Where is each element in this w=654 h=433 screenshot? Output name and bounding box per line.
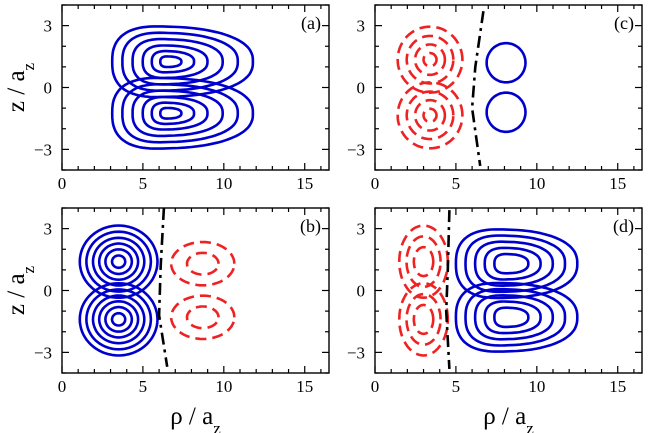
negative-contour-line (405, 235, 442, 289)
negative-contour-line (169, 240, 236, 287)
nodal-line (157, 208, 169, 368)
y-tick-label: 0 (357, 79, 366, 98)
nodal-line (444, 210, 451, 369)
positive-contour-line (97, 242, 140, 281)
positive-contour-line (78, 282, 159, 357)
negative-contour-line (185, 305, 220, 330)
y-tick-label: 0 (44, 79, 53, 98)
positive-contour-line (78, 224, 159, 299)
x-tick-label: 15 (609, 174, 626, 193)
panel-c: 0 5 10 15 3 0 −3 (c) (347, 4, 643, 193)
y-tick-label: −3 (347, 140, 365, 159)
panel-label: (b) (300, 216, 321, 237)
positive-contour-line (485, 41, 527, 84)
x-tick-label: 15 (609, 377, 626, 396)
positive-contour-line (121, 83, 240, 144)
x-tick-label: 15 (296, 377, 313, 396)
positive-contour-line (110, 254, 127, 270)
x-tick-label: 5 (139, 377, 148, 396)
y-axis-label: z / az (3, 62, 38, 112)
x-tick-label: 0 (371, 377, 380, 396)
positive-contour-line (150, 49, 196, 74)
x-tick-label: 5 (452, 377, 461, 396)
negative-contour-line (405, 34, 455, 85)
y-tick-label: 3 (44, 220, 53, 239)
negative-contour-line (396, 25, 464, 94)
positive-contour-line (493, 252, 530, 275)
plot-area (396, 11, 527, 167)
negative-contour-line (413, 43, 447, 77)
positive-contour-line (485, 91, 527, 134)
positive-contour-line (104, 305, 134, 333)
positive-contour-line (141, 44, 209, 80)
negative-contour-line (422, 107, 438, 124)
x-tick-label: 5 (139, 174, 148, 193)
positive-contour-line (483, 300, 542, 335)
positive-contour-line (141, 95, 209, 131)
x-axis-label: ρ / az (170, 403, 221, 433)
negative-contour-line (398, 224, 450, 299)
positive-contour-line (483, 246, 542, 281)
x-tick-label: 0 (58, 377, 67, 396)
panel-a: 0 5 10 15 3 0 −3 (a) z / az (3, 4, 330, 193)
negative-contour-line (169, 294, 236, 341)
plot-area (110, 25, 255, 150)
positive-contour-line (104, 248, 134, 276)
positive-contour-line (464, 287, 567, 347)
panel-label: (d) (613, 216, 634, 237)
positive-contour-line (85, 288, 153, 351)
positive-contour-line (91, 294, 146, 345)
x-tick-label: 15 (296, 174, 313, 193)
plot-area (398, 210, 579, 369)
positive-contour-line (121, 31, 240, 92)
y-tick-label: −3 (347, 343, 365, 362)
x-tick-label: 10 (215, 377, 232, 396)
x-axis-label: ρ / az (483, 403, 534, 433)
y-tick-label: 3 (357, 17, 366, 36)
positive-contour-line (493, 306, 530, 329)
panel-label: (a) (301, 13, 321, 34)
positive-contour-line (159, 55, 183, 69)
positive-contour-line (150, 101, 196, 126)
positive-contour-line (473, 240, 555, 287)
y-tick-label: 0 (357, 282, 366, 301)
x-tick-label: 0 (58, 174, 67, 193)
plot-area (78, 208, 236, 368)
positive-contour-line (91, 236, 146, 287)
positive-contour-line (110, 76, 255, 150)
positive-contour-line (97, 300, 140, 339)
panel-label: (c) (614, 13, 634, 34)
y-tick-label: 3 (44, 17, 53, 36)
positive-contour-line (159, 106, 183, 120)
y-tick-label: 0 (44, 282, 53, 301)
y-tick-label: −3 (34, 140, 52, 159)
negative-contour-line (412, 303, 435, 336)
negative-contour-line (405, 292, 442, 346)
negative-contour-line (405, 90, 455, 141)
y-tick-label: −3 (34, 343, 52, 362)
negative-contour-line (396, 81, 464, 150)
positive-contour-line (131, 89, 224, 138)
nodal-line (470, 11, 485, 167)
positive-contour-line (454, 228, 579, 300)
x-tick-label: 5 (452, 174, 461, 193)
negative-contour-line (412, 245, 435, 278)
x-tick-label: 10 (528, 174, 545, 193)
negative-contour-line (398, 282, 450, 357)
negative-contour-line (185, 251, 220, 276)
y-axis-label: z / az (3, 265, 38, 315)
panel-b: 0 5 10 15 3 0 −3 (b) z / az ρ / az (3, 207, 330, 433)
positive-contour-line (110, 311, 127, 327)
negative-contour-line (422, 51, 438, 68)
positive-contour-line (473, 294, 555, 341)
x-tick-label: 10 (215, 174, 232, 193)
x-tick-label: 10 (528, 377, 545, 396)
panel-d: 0 5 10 15 3 0 −3 (d) ρ / az (347, 207, 643, 433)
plot-frame (61, 207, 330, 374)
positive-contour-line (454, 281, 579, 353)
y-tick-label: 3 (357, 220, 366, 239)
x-tick-label: 0 (371, 174, 380, 193)
negative-contour-line (413, 98, 447, 132)
